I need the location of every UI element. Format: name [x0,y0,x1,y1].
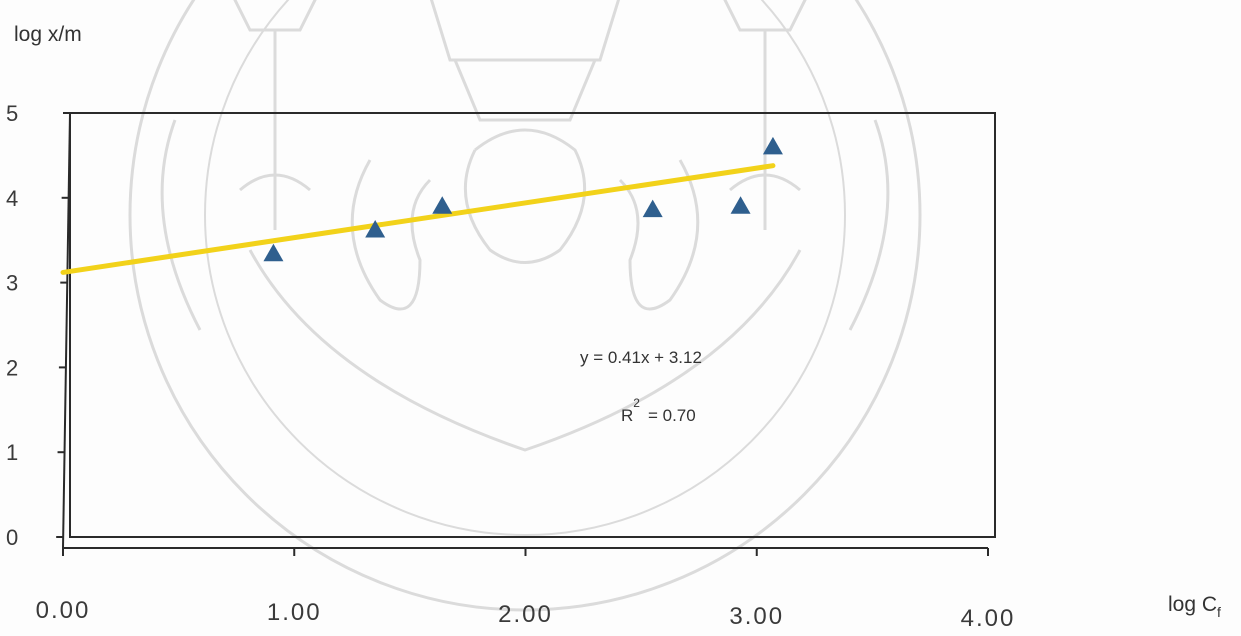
x-tick-label: 4.00 [961,605,1016,632]
data-point-triangle [263,243,284,262]
data-point-triangle [432,196,453,214]
x-axis-title-subscript: f [1217,604,1221,620]
data-point-triangle [762,136,783,155]
y-tick-label: 1 [6,440,18,465]
watermark-seal [128,0,922,612]
r-squared-label: R [621,406,633,425]
trendline-equation: y = 0.41x + 3.12 [580,348,702,367]
y-axis-ticks: 0 1 2 3 4 5 [6,101,70,550]
r-squared-value: = 0.70 [648,406,696,425]
y-tick-label: 0 [6,525,18,550]
r-squared-superscript: 2 [633,396,640,410]
x-tick-label: 0.00 [36,597,91,624]
plot-frame [69,112,996,538]
y-axis-title: log x/m [14,23,82,46]
x-axis-ticks: 0.00 1.00 2.00 3.00 4.00 [36,548,1016,632]
x-tick-label: 1.00 [267,599,322,626]
data-point-triangle [365,220,386,238]
data-point-triangle [642,199,663,218]
x-tick-label: 2.00 [498,601,553,628]
y-tick-label: 2 [6,355,18,380]
trendline [60,163,776,275]
x-axis-title-main: log C [1168,593,1217,616]
data-point-triangle [730,196,751,214]
y-axis-line [62,112,71,549]
r-squared-annotation: R2 = 0.70 [621,396,696,425]
data-points [263,136,783,262]
x-axis-title: log Cf [1168,593,1221,620]
y-tick-label: 4 [6,186,18,211]
x-tick-label: 3.00 [729,603,784,630]
y-tick-label: 3 [6,271,18,296]
y-tick-label: 5 [6,101,18,126]
